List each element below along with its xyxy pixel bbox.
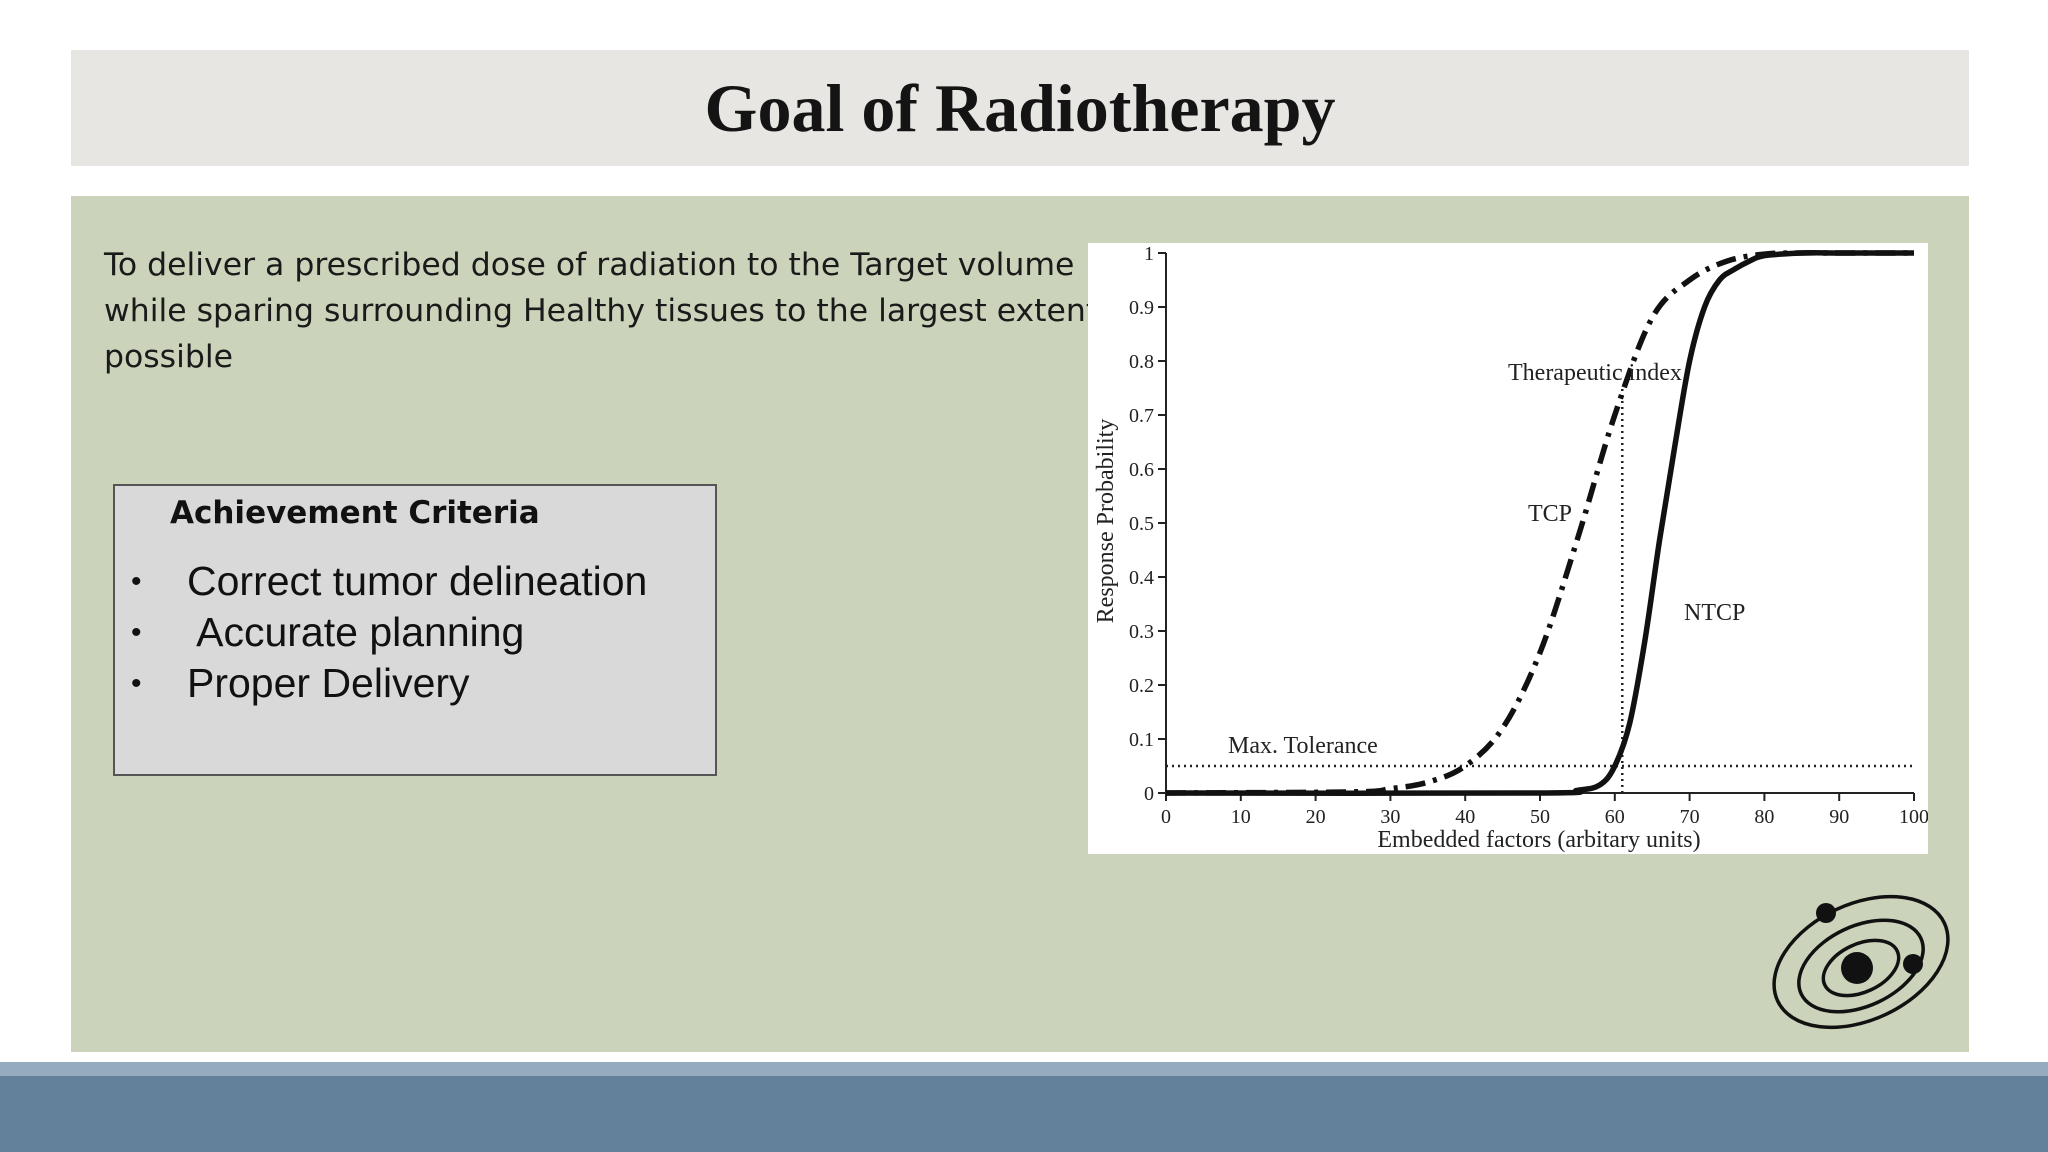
criteria-list: • Correct tumor delineation • Accurate pl… [129,556,709,709]
x-tick-label: 100 [1899,806,1928,828]
bullet: • [131,666,142,700]
footer-stripe-light [0,1062,2048,1076]
list-item: • Accurate planning [129,607,709,658]
y-tick-label: 0.7 [1129,405,1154,427]
x-tick-label: 10 [1231,806,1251,828]
bullet: • [131,564,142,598]
criteria-item-text: Proper Delivery [187,660,470,706]
criteria-item-text: Accurate planning [187,609,525,655]
x-tick-label: 50 [1530,806,1550,828]
ntcp-curve [1165,250,1914,796]
x-tick-label: 90 [1829,806,1849,828]
footer-bar [0,1076,2048,1152]
y-tick-label: 0.2 [1129,675,1154,697]
max-tolerance-label: Max. Tolerance [1228,733,1378,759]
y-tick-label: 0.8 [1129,351,1154,373]
orbit-logo-icon [1772,894,1950,1030]
chart-svg: 00.10.20.30.40.50.60.70.80.910 10 20 30 40 50… [1093,243,1928,853]
y-tick-label: 1 [1144,243,1154,265]
y-tick-label: 0.4 [1129,567,1154,589]
bullet: • [131,615,142,649]
therapeutic-index-label: Therapeutic index [1508,360,1682,386]
content-panel: To deliver a prescribed dose of radiatio… [71,196,1969,1052]
y-axis-label: Response Probability [1093,419,1119,624]
x-tick-label: 30 [1380,806,1400,828]
y-tick-label: 0.9 [1129,297,1154,319]
x-tick-label: 70 [1680,806,1700,828]
y-tick-label: 0.5 [1129,513,1154,535]
tcp-series-label: TCP [1528,501,1572,527]
intro-line: possible [104,339,233,375]
x-axis-label: Embedded factors (arbitary units) [1377,827,1700,853]
y-tick-label: 0 [1144,783,1154,805]
x-tick-label: 80 [1754,806,1774,828]
y-tick-label: 0.6 [1129,459,1154,481]
y-tick-label: 0.3 [1129,621,1154,643]
x-tick-label: 20 [1306,806,1326,828]
y-tick-label: 0.1 [1129,729,1154,751]
dose-response-chart: 0 0.1 0.2 0.3 0.4 0.5 0.6 0.7 0.8 0.9 1 0 10 20 30 40 50… [1088,243,1928,854]
slide-title: Goal of Radiotherapy [704,69,1336,146]
list-item: • Proper Delivery [129,658,709,709]
ntcp-series-label: NTCP [1684,600,1745,626]
list-item: • Correct tumor delineation [129,556,709,607]
criteria-item-text: Correct tumor delineation [187,558,648,604]
intro-line: while sparing surrounding Healthy tissue… [104,293,1099,329]
intro-text: To deliver a prescribed dose of radiatio… [104,242,1104,380]
x-tick-label: 40 [1455,806,1475,828]
x-tick-label: 0 [1161,806,1171,828]
achievement-criteria-box: Achievement Criteria • Correct tumor deli… [113,484,717,776]
x-tick-label: 60 [1605,806,1625,828]
intro-line: To deliver a prescribed dose of radiatio… [104,247,1075,283]
title-bar: Goal of Radiotherapy [71,50,1969,166]
criteria-title: Achievement Criteria [170,495,540,531]
